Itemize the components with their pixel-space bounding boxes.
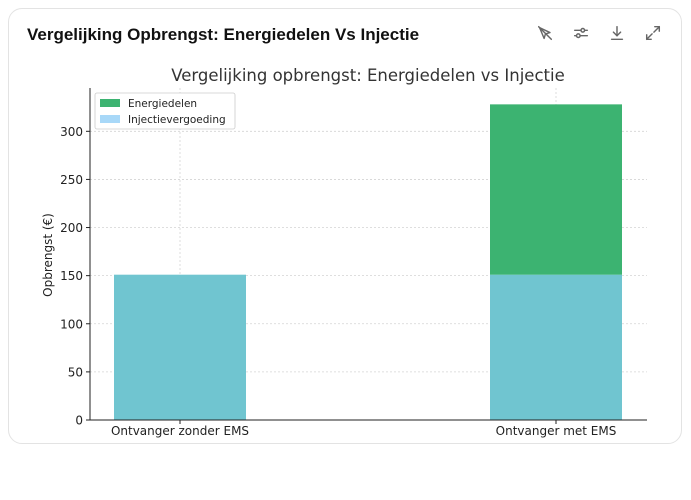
y-tick-label: 100 [60,317,83,331]
sliders-icon[interactable] [571,23,591,43]
legend-box [94,92,236,130]
x-tick-label: Ontvanger met EMS [496,424,617,438]
y-axis-label: Opbrengst (€) [41,213,55,297]
y-tick-label: 250 [60,173,83,187]
tick-labels: 0 50 100 150 200 250 300 Ontvanger zonder EMS On… [60,125,616,438]
y-tick-label: 0 [75,414,83,428]
y-tick-label: 50 [68,365,83,379]
bar-energiedelen [490,104,622,275]
expand-icon[interactable] [643,23,663,43]
bar-injectievergoeding [114,274,246,420]
y-tick-label: 300 [60,125,83,139]
legend-label: Injectievergoeding [128,114,226,126]
x-tick-label: Ontvanger zonder EMS [111,424,249,438]
bar-injectievergoeding [490,274,622,420]
axes [86,88,647,424]
bars-group [114,104,622,420]
legend-swatch [100,99,120,107]
card-title: Vergelijking Opbrengst: Energiedelen Vs … [27,25,420,44]
cursor-slash-icon[interactable] [535,23,555,43]
y-tick-label: 150 [60,269,83,283]
legend-label: Energiedelen [128,98,197,110]
legend-swatch [100,115,120,123]
download-icon[interactable] [607,23,627,43]
y-tick-label: 200 [60,221,83,235]
chart-toolbar [535,23,663,43]
legend: Energiedelen Injectievergoeding [94,92,236,130]
chart-title: Vergelijking opbrengst: Energiedelen vs … [171,66,565,85]
